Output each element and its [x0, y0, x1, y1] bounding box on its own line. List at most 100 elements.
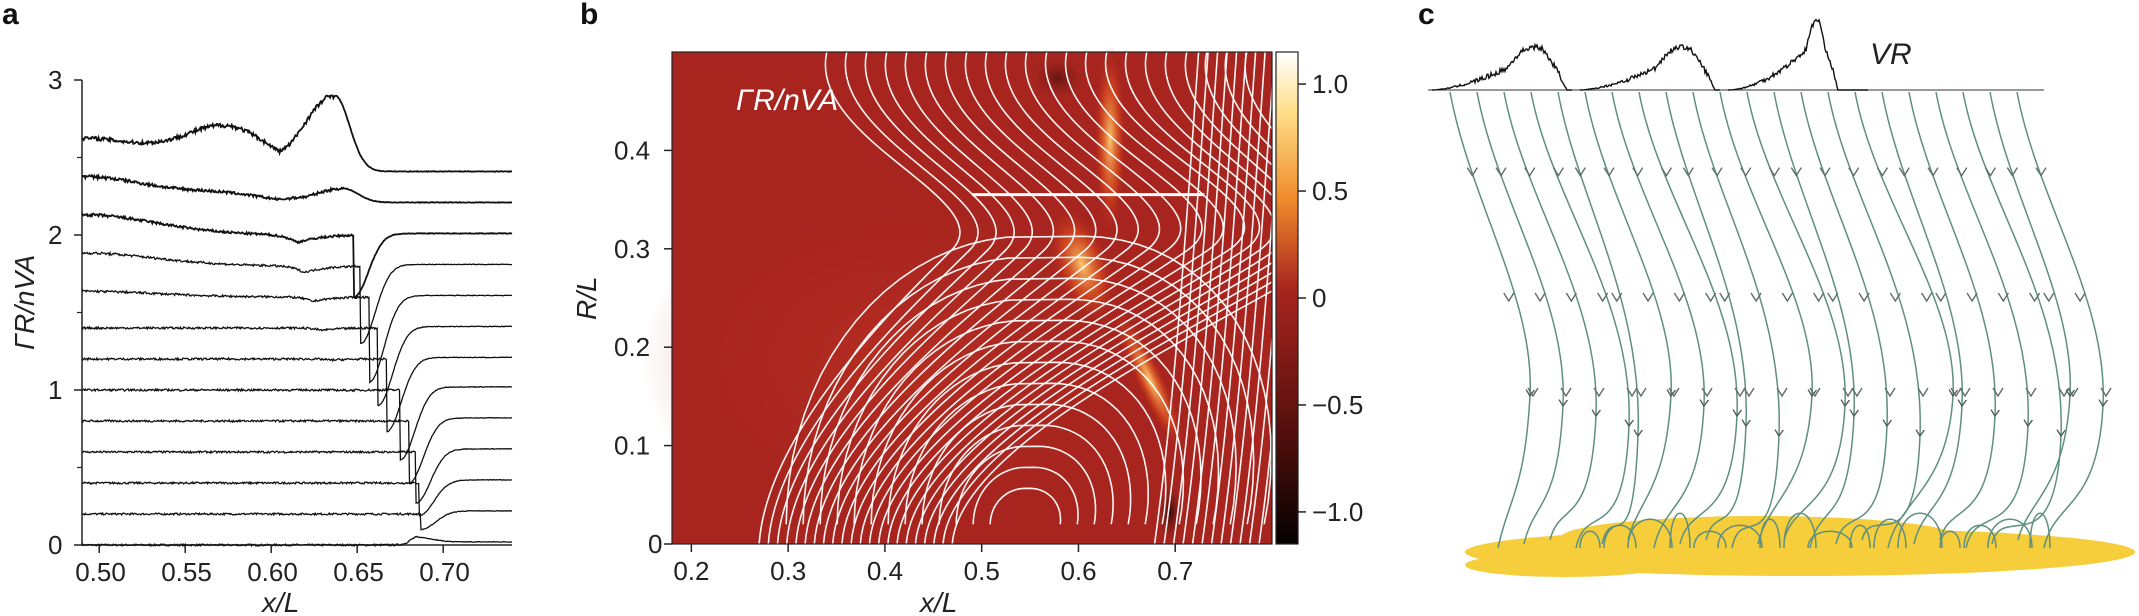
field-line — [1172, 51, 1219, 545]
velocity-profile — [1728, 18, 1868, 91]
base-loop — [1759, 518, 1781, 549]
series-trace — [81, 478, 513, 517]
streamline-arrow — [1927, 167, 1939, 177]
base-loop — [1579, 530, 1601, 549]
streamline — [1611, 91, 1704, 549]
streamline-arrow — [2067, 387, 2079, 398]
streamline-arrow — [1611, 292, 1623, 303]
series-trace — [81, 356, 512, 433]
streamline — [1800, 91, 1887, 545]
field-line — [785, 51, 1015, 545]
base-loop — [1897, 512, 1943, 549]
series-trace — [81, 212, 513, 298]
base-loop — [1669, 512, 1691, 549]
streamline-arrow — [1719, 292, 1731, 303]
panel-a-ylabel: ΓR/nVA — [9, 255, 40, 350]
streamline-arrow — [1768, 167, 1781, 177]
streamline-arrow — [2006, 167, 2018, 177]
heatmap-warm-zone — [640, 180, 1160, 540]
streamline — [1881, 91, 1962, 545]
streamline-arrow — [1503, 292, 1515, 303]
streamline-arrow — [1642, 292, 1654, 303]
streamline-arrow — [1858, 292, 1870, 303]
field-line — [1153, 51, 1200, 545]
streamline-arrow — [1626, 387, 1638, 398]
field-line — [989, 487, 1062, 525]
streamline — [1638, 91, 1737, 545]
base-loop — [1873, 518, 1907, 549]
field-line — [905, 51, 1276, 545]
field-line — [785, 235, 1273, 525]
heatmap-hot-sheet-lower — [1113, 307, 1187, 453]
field-line — [887, 361, 1167, 525]
colorbar-tick-label: −1.0 — [1312, 497, 1363, 527]
field-line — [758, 51, 961, 545]
streamline-arrow — [2025, 387, 2037, 398]
series-trace — [81, 447, 513, 504]
panel-b-y-ticks: 0 0.1 0.2 0.3 0.4 — [614, 135, 672, 559]
field-line — [767, 51, 979, 545]
y-tick-label: 3 — [48, 65, 62, 95]
streamline-arrow — [1705, 292, 1717, 303]
x-tick-label: 0.70 — [419, 557, 470, 587]
base-loops — [1579, 512, 2051, 549]
panel-a-traces — [81, 94, 513, 548]
x-tick-label: 0.50 — [75, 557, 126, 587]
series-trace — [81, 325, 513, 407]
y-tick-label: 0.2 — [614, 332, 650, 362]
panel-a-x-ticks: 0.50 0.55 0.60 0.65 0.70 — [75, 545, 470, 587]
base-loop — [1783, 512, 1817, 549]
x-tick-label: 0.7 — [1157, 556, 1193, 586]
colorbar-tick-label: 0 — [1312, 283, 1326, 313]
panel-a-label: a — [2, 0, 19, 31]
field-line — [921, 403, 1132, 525]
streamline-arrow — [1743, 387, 1755, 398]
field-line — [776, 51, 997, 545]
streamline-arrow — [1827, 292, 1839, 303]
field-line — [896, 51, 1261, 545]
heatmap-frame — [671, 51, 1273, 545]
streamline-arrow — [2100, 387, 2112, 398]
streamline-arrow — [1781, 292, 1793, 303]
field-line — [850, 51, 1161, 545]
panel-a-xlabel: x/L — [260, 587, 299, 616]
streamline-arrow — [1668, 387, 1680, 398]
field-line — [955, 445, 1097, 525]
field-line — [1220, 51, 1266, 545]
field-line — [868, 51, 1203, 545]
series-trace — [81, 385, 513, 462]
streamline-arrow — [1956, 167, 1968, 177]
x-tick-label: 0.3 — [770, 556, 806, 586]
y-tick-label: 0.4 — [614, 135, 650, 165]
streamline-arrow — [1813, 292, 1825, 303]
field-line — [1182, 51, 1228, 545]
streamline-arrow — [1466, 167, 1478, 177]
streamline-arrow — [1921, 292, 1933, 303]
streamline-arrow — [1495, 167, 1507, 177]
field-line — [1191, 51, 1238, 545]
x-tick-label: 0.55 — [161, 557, 212, 587]
field-line — [841, 51, 1139, 545]
panel-b-chart: ΓR/nVA 00.10.20.30.4 0.2 0.3 0.4 0.5 0.6 0.7 … — [571, 45, 1363, 616]
streamline — [1665, 91, 1746, 541]
y-tick-label: 2 — [48, 220, 62, 250]
streamline-arrow — [1992, 387, 2004, 398]
streamline — [1935, 91, 2028, 549]
y-tick-label: 0.1 — [614, 431, 650, 461]
field-line — [938, 424, 1114, 525]
panel-a-chart: 0 1 2 3 0.50 0.55 0.60 0.65 0.70 x/L ΓR/nVA — [9, 65, 513, 616]
streamline — [1773, 91, 1854, 549]
streamline-arrow — [1898, 167, 1910, 177]
series-trace — [81, 94, 512, 173]
streamline-arrow — [1635, 387, 1647, 398]
field-line — [887, 51, 1246, 545]
base-loop — [1693, 530, 1727, 549]
field-line — [819, 277, 1237, 525]
streamline-arrow — [1552, 167, 1565, 177]
streamline — [1557, 91, 1638, 545]
streamline-arrow — [1711, 167, 1723, 177]
streamline-arrow — [2074, 292, 2086, 303]
streamline-arrow — [1809, 387, 1821, 398]
streamline — [1746, 91, 1845, 541]
streamline — [1719, 91, 1812, 545]
